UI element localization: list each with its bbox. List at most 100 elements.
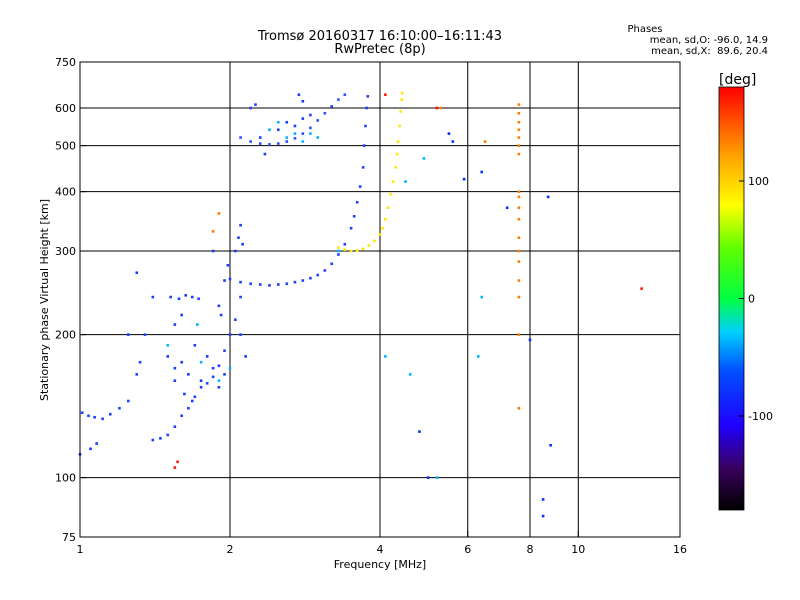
data-point <box>316 273 320 277</box>
data-point <box>211 375 215 379</box>
data-point <box>384 93 387 97</box>
data-point <box>541 498 545 501</box>
data-point <box>505 206 509 210</box>
data-point <box>517 111 521 115</box>
data-point <box>234 249 237 253</box>
data-point <box>276 283 280 286</box>
data-point <box>309 132 312 135</box>
data-point <box>309 126 312 130</box>
data-point <box>93 415 96 419</box>
data-point <box>199 385 203 389</box>
data-point <box>480 295 484 299</box>
data-point <box>226 263 230 267</box>
data-point <box>138 360 142 364</box>
data-point <box>205 355 209 358</box>
x-tick-label: 4 <box>377 543 384 556</box>
data-point <box>362 144 366 147</box>
data-point <box>378 233 382 236</box>
data-point <box>398 124 401 128</box>
data-point <box>173 466 177 469</box>
data-point <box>386 206 390 210</box>
data-point <box>355 200 359 204</box>
data-point <box>173 323 177 326</box>
data-point <box>361 166 365 169</box>
data-point <box>276 128 280 132</box>
y-tick-label: 100 <box>55 472 76 485</box>
data-point <box>541 514 545 518</box>
data-point <box>190 295 194 299</box>
data-point <box>268 284 271 287</box>
data-point <box>447 132 451 135</box>
data-point <box>517 103 521 106</box>
data-point <box>389 192 392 196</box>
data-point <box>199 379 203 382</box>
data-point <box>297 93 301 97</box>
data-point <box>187 373 190 376</box>
data-point <box>166 355 170 358</box>
data-point <box>323 111 327 115</box>
y-axis-label: Stationary phase Virtual Height [km] <box>38 199 51 401</box>
data-points <box>78 91 643 518</box>
data-point <box>309 276 312 280</box>
data-point <box>223 279 226 282</box>
data-point <box>546 195 550 199</box>
data-point <box>517 136 521 139</box>
data-point <box>366 95 370 98</box>
y-tick-label: 75 <box>62 531 76 544</box>
data-point <box>422 157 426 160</box>
data-point <box>343 93 347 97</box>
data-point <box>258 136 262 139</box>
phase-info-line-x: mean, sd,X: 89.6, 20.4 <box>651 46 768 57</box>
data-point <box>435 476 439 479</box>
data-point <box>276 142 280 145</box>
data-point <box>404 180 407 183</box>
data-point <box>640 287 643 290</box>
data-point <box>480 170 484 174</box>
data-point <box>184 294 188 297</box>
data-point <box>268 128 271 132</box>
data-point <box>301 99 305 103</box>
data-point <box>126 399 130 403</box>
data-point <box>211 249 215 253</box>
data-point <box>316 136 320 139</box>
data-point <box>337 249 340 253</box>
y-tick-label: 750 <box>55 56 76 69</box>
data-point <box>87 414 90 418</box>
data-point <box>517 236 521 240</box>
data-point <box>285 136 289 139</box>
data-point <box>239 333 242 336</box>
colorbar-label: [deg] <box>719 72 756 88</box>
data-point <box>217 212 221 215</box>
data-point <box>364 124 367 128</box>
data-point <box>228 277 232 281</box>
data-point <box>205 381 209 385</box>
data-point <box>451 140 455 143</box>
data-point <box>254 103 257 106</box>
y-axis-ticks: 75 100 200 300 400 500 600 750 <box>55 56 86 544</box>
y-tick-label: 200 <box>55 329 76 342</box>
data-point <box>249 282 252 286</box>
data-point <box>108 412 112 416</box>
data-point <box>239 136 242 139</box>
data-point <box>391 180 395 183</box>
data-point <box>135 373 139 376</box>
chart-subtitle: RwPretec (8p) <box>334 42 425 57</box>
data-point <box>193 343 197 347</box>
data-point <box>517 406 521 410</box>
data-point <box>549 443 552 447</box>
data-point <box>395 152 399 156</box>
x-tick-label: 2 <box>227 543 234 556</box>
data-point <box>396 140 400 143</box>
data-point <box>151 295 155 299</box>
data-point <box>166 433 170 437</box>
data-point <box>330 105 334 108</box>
data-point <box>337 98 340 101</box>
data-point <box>241 242 244 246</box>
data-point <box>89 447 92 451</box>
data-point <box>249 106 252 110</box>
data-point <box>517 279 521 282</box>
data-point <box>343 242 347 246</box>
data-point <box>352 214 356 218</box>
data-point <box>217 304 221 308</box>
data-point <box>211 230 215 233</box>
